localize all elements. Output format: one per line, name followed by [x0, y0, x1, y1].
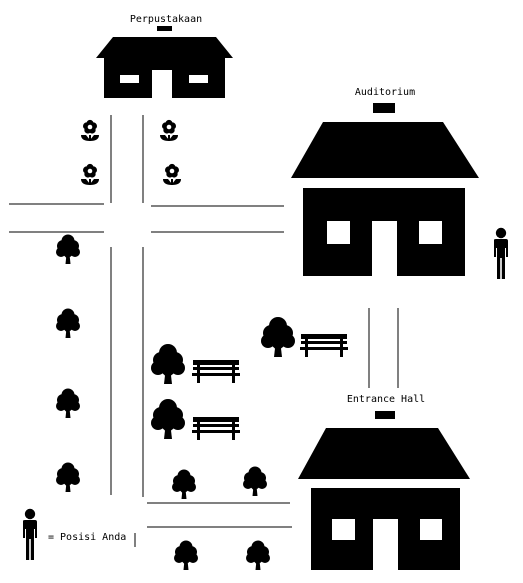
tree-icon [56, 388, 80, 418]
flower-icon [81, 163, 99, 185]
legend: = Posisi Anda [23, 508, 136, 560]
flower-icon [160, 119, 178, 141]
legend-label: = Posisi Anda [48, 532, 126, 543]
library-building-icon [96, 26, 233, 98]
tree-icon [174, 540, 198, 570]
flowers [81, 119, 181, 185]
roads [9, 115, 399, 528]
tree-icon [151, 399, 185, 439]
tree-icon [56, 234, 80, 264]
person-icon [494, 227, 508, 279]
tree-icon [56, 308, 80, 338]
bench-icon [192, 360, 240, 383]
flower-icon [81, 119, 99, 141]
benches [192, 334, 348, 440]
auditorium-building-icon [291, 103, 479, 276]
tree-icon [151, 344, 185, 384]
auditorium-label: Auditorium [355, 87, 415, 98]
tree-icon [243, 466, 267, 496]
tree-icon [172, 469, 196, 499]
tree-icon [261, 317, 295, 357]
bench-icon [192, 417, 240, 440]
trees [56, 234, 295, 570]
flower-icon [163, 163, 181, 185]
bench-icon [300, 334, 348, 357]
entrance-hall-building-icon [298, 411, 470, 570]
legend-person-icon [23, 508, 37, 560]
tree-icon [246, 540, 270, 570]
entrance-hall-label: Entrance Hall [347, 394, 425, 405]
library-label: Perpustakaan [130, 14, 202, 25]
tree-icon [56, 462, 80, 492]
